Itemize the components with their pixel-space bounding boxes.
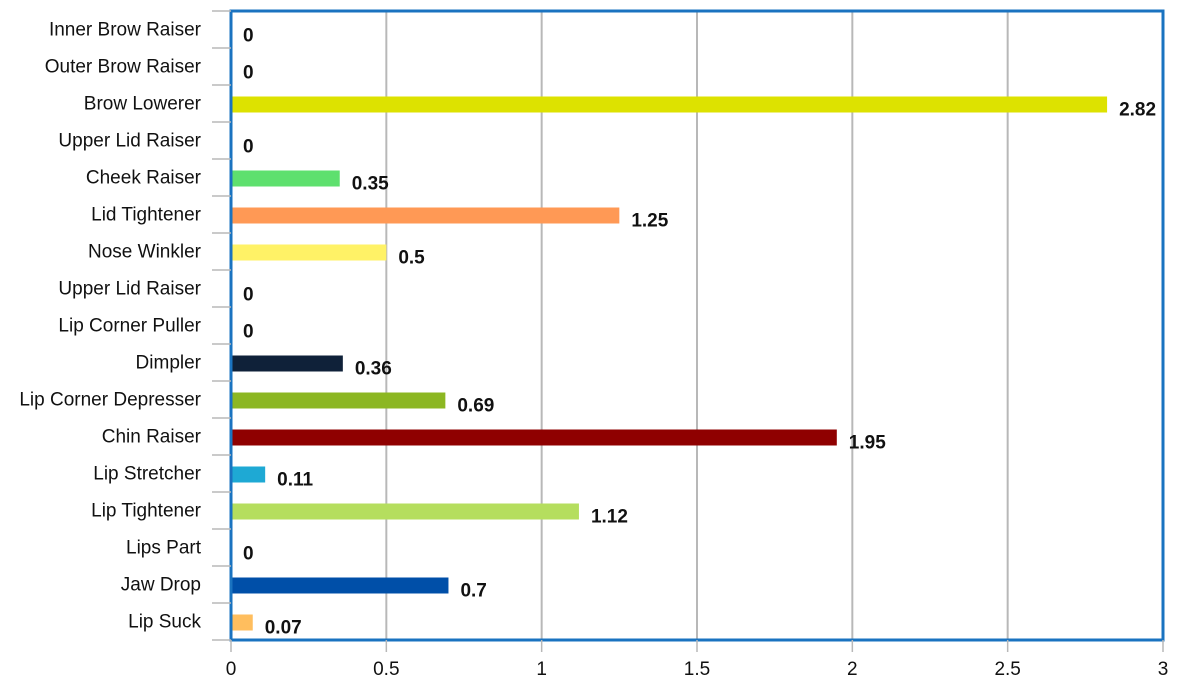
bar [231,466,266,483]
data-label: 1.25 [631,211,668,232]
category-label: Nose Winkler [88,242,202,263]
category-label: Outer Brow Raiser [45,57,202,78]
category-label: Cheek Raiser [86,168,202,189]
data-label: 0.69 [457,396,494,417]
bar [231,207,620,224]
data-label: 0.7 [460,581,486,602]
data-label: 0 [243,544,254,565]
data-label: 2.82 [1119,100,1156,121]
data-label: 0 [243,285,254,306]
data-label: 1.95 [849,433,886,454]
category-label: Dimpler [136,353,202,374]
data-label: 0.35 [352,174,389,195]
data-label: 0 [243,322,254,343]
x-tick-label: 3 [1158,659,1169,680]
bar-layer [231,96,1108,631]
bar [231,96,1108,113]
bar [231,614,253,631]
data-label: 0.36 [355,359,392,380]
grid-layer [385,11,1009,640]
x-tick-label: 0 [226,659,237,680]
bar [231,503,579,520]
category-label: Jaw Drop [121,575,201,596]
x-tick-label: 1 [536,659,547,680]
data-label: 1.12 [591,507,628,528]
bar [231,355,343,372]
category-label: Lip Suck [128,612,201,633]
category-label: Chin Raiser [102,427,202,448]
x-tick-label: 1.5 [684,659,710,680]
bar [231,577,449,594]
data-label: 0 [243,26,254,47]
bar [231,429,837,446]
label-layer: Inner Brow Raiser 0 Outer Brow Raiser 0 Brow… [19,20,1168,681]
data-label: 0.5 [398,248,425,269]
category-label: Lips Part [126,538,202,559]
category-label: Lip Tightener [91,501,202,522]
axis-layer [212,10,1164,652]
x-tick-label: 2.5 [994,659,1020,680]
bar [231,244,387,261]
bar [231,170,340,187]
category-label: Lip Corner Depresser [19,390,201,411]
bar [231,392,446,409]
data-label: 0.11 [277,470,313,491]
data-label: 0.07 [265,618,302,639]
category-label: Lip Stretcher [93,464,201,485]
x-tick-label: 2 [847,659,858,680]
category-label: Lid Tightener [91,205,202,226]
category-label: Upper Lid Raiser [58,131,201,152]
category-label: Inner Brow Raiser [49,20,202,41]
data-label: 0 [243,63,254,84]
x-tick-label: 0.5 [373,659,399,680]
category-label: Brow Lowerer [84,94,202,115]
category-label: Upper Lid Raiser [58,279,201,300]
data-label: 0 [243,137,254,158]
category-label: Lip Corner Puller [58,316,201,337]
